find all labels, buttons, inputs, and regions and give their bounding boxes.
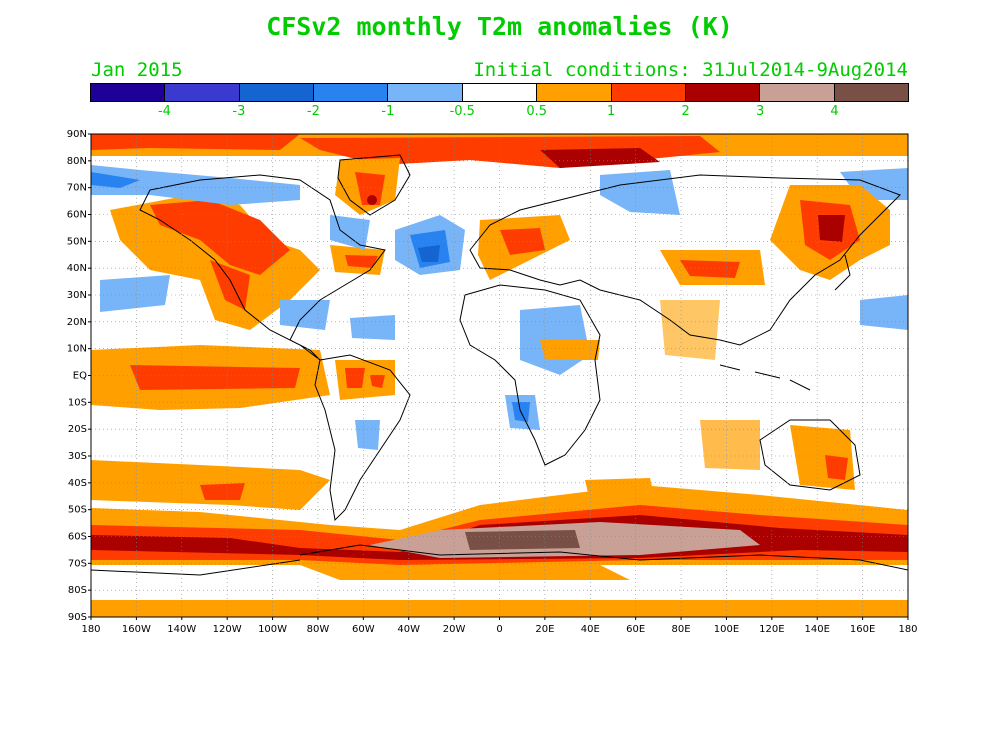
forecast-month: Jan 2015 <box>91 59 183 81</box>
colorbar-swatch <box>834 84 908 101</box>
colorbar <box>90 83 909 102</box>
lat-tick-label: 80S <box>68 585 87 596</box>
lat-tick-label: 30N <box>67 290 87 301</box>
coastlines <box>91 154 908 576</box>
lon-tick-label: 20E <box>535 624 554 635</box>
lat-tick-label: 60N <box>67 210 87 221</box>
colorbar-swatch <box>165 84 240 101</box>
colorbar-swatch <box>239 84 315 101</box>
colorbar-swatch <box>388 84 463 101</box>
colorbar-label: 4 <box>830 104 839 119</box>
lon-tick-label: 100W <box>258 624 287 635</box>
lat-tick-label: 50N <box>67 236 87 247</box>
lat-tick-label: 90N <box>67 129 87 140</box>
initial-conditions: Initial conditions: 31Jul2014-9Aug2014 <box>473 59 908 81</box>
colorbar-label: -2 <box>306 104 320 119</box>
axis-ticks: 90N 80N 70N 60N 50N 40N 30N 20N 10N EQ 10S 20S 30S 40… <box>67 129 918 635</box>
lon-tick-label: 60E <box>626 624 645 635</box>
lat-tick-label: 20S <box>68 424 87 435</box>
colorbar-labels: -4 -3 -2 -1 -0.5 0.5 1 2 3 4 <box>90 104 909 122</box>
lat-tick-label: 70N <box>67 183 87 194</box>
lon-tick-label: 180 <box>898 624 917 635</box>
grid-lines <box>91 134 908 617</box>
colorbar-swatch <box>537 84 612 101</box>
lon-tick-label: 0 <box>496 624 502 635</box>
lon-tick-label: 120E <box>759 624 784 635</box>
colorbar-label: 1 <box>607 104 616 119</box>
colorbar-swatch <box>91 84 166 101</box>
lat-tick-label: 10N <box>67 344 87 355</box>
lon-tick-label: 80W <box>307 624 330 635</box>
page-title: CFSv2 monthly T2m anomalies (K) <box>266 12 733 41</box>
colorbar-swatch <box>685 84 761 101</box>
lon-tick-label: 140E <box>805 624 830 635</box>
lon-tick-label: 180 <box>81 624 100 635</box>
anomaly-fields <box>91 134 908 617</box>
lat-tick-label: 30S <box>68 451 87 462</box>
lon-tick-label: 140W <box>167 624 196 635</box>
lat-tick-label: 10S <box>68 397 87 408</box>
colorbar-label: 0.5 <box>526 104 548 119</box>
lat-tick-label: 40S <box>68 478 87 489</box>
lat-tick-label: 50S <box>68 505 87 516</box>
colorbar-swatch <box>462 84 538 101</box>
colorbar-label: -1 <box>381 104 395 119</box>
lon-tick-label: 20W <box>443 624 466 635</box>
lat-tick-label: 40N <box>67 263 87 274</box>
lon-tick-label: 100E <box>714 624 739 635</box>
colorbar-label: -3 <box>232 104 246 119</box>
colorbar-label: 2 <box>681 104 690 119</box>
lon-tick-label: 120W <box>213 624 242 635</box>
lat-tick-label: 80N <box>67 156 87 167</box>
lat-tick-label: 20N <box>67 317 87 328</box>
colorbar-swatch <box>760 84 835 101</box>
colorbar-swatch <box>611 84 686 101</box>
lon-tick-label: 160W <box>122 624 151 635</box>
lon-tick-label: 40W <box>397 624 420 635</box>
lon-tick-label: 80E <box>672 624 691 635</box>
lon-tick-label: 40E <box>581 624 600 635</box>
colorbar-swatch <box>314 84 389 101</box>
lat-tick-label: 90S <box>68 612 87 623</box>
colorbar-label: -4 <box>157 104 171 119</box>
lon-tick-label: 60W <box>352 624 375 635</box>
lat-tick-label: 60S <box>68 532 87 543</box>
colorbar-label: 3 <box>755 104 765 119</box>
colorbar-label: -0.5 <box>449 104 475 119</box>
lat-tick-label: 70S <box>68 558 87 569</box>
lon-tick-label: 160E <box>850 624 875 635</box>
lat-tick-label: EQ <box>73 371 87 382</box>
